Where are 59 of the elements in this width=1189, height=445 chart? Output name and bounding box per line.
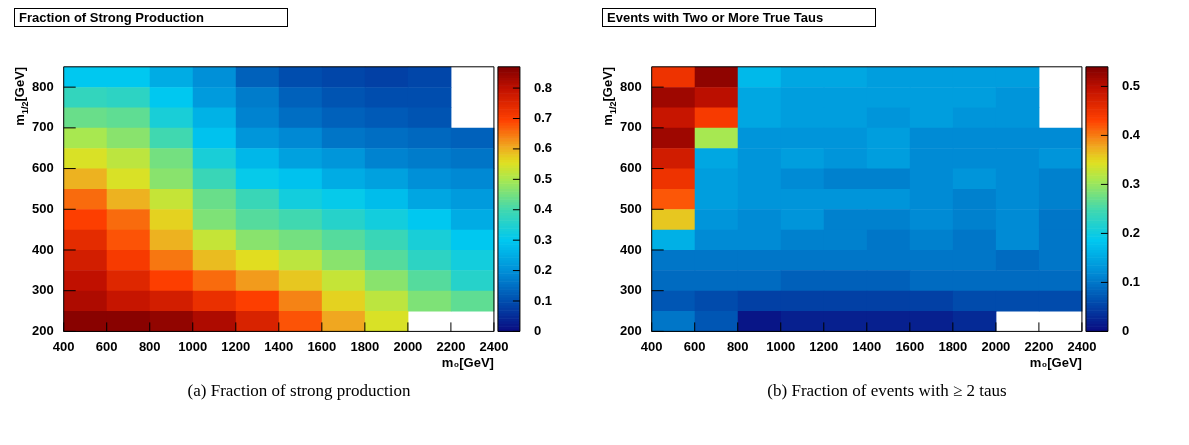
- y-tick-label: 500: [619, 200, 642, 216]
- x-tick-label: 2000: [981, 338, 1011, 354]
- x-tick-label: 2400: [1067, 338, 1097, 354]
- y-tick-label: 200: [619, 322, 642, 338]
- color-bar-label: 0.1: [1121, 273, 1141, 289]
- x-tick-label: 1000: [178, 338, 208, 354]
- color-bar-label: 0.7: [533, 110, 553, 126]
- chart-title: Fraction of Strong Production: [14, 8, 288, 27]
- color-bar-label: 0.5: [533, 170, 553, 186]
- y-tick-label: 300: [619, 282, 642, 298]
- x-axis-title: m₀[GeV]: [441, 355, 494, 371]
- y-tick-label: 200: [31, 322, 54, 338]
- y-tick-label: 800: [619, 78, 642, 94]
- color-bar-label: 0.4: [1121, 126, 1141, 142]
- y-axis-title: m1/2[GeV]: [12, 66, 30, 126]
- color-bar-label: 0.3: [1121, 175, 1141, 191]
- x-tick-label: 1600: [307, 338, 337, 354]
- color-bar-label: 0.3: [533, 231, 553, 247]
- color-bar-label: 0.2: [533, 262, 553, 278]
- x-tick-label: 1200: [221, 338, 251, 354]
- text: (b) Fraction of events with ≥ 2 taus: [766, 381, 1008, 401]
- y-axis-title: m1/2[GeV]: [600, 66, 618, 126]
- x-tick-label: 600: [683, 338, 706, 354]
- y-tick-label: 600: [31, 160, 54, 176]
- x-tick-label: 2000: [393, 338, 423, 354]
- x-tick-label: 1400: [264, 338, 294, 354]
- color-bar-label: 0.2: [1121, 224, 1141, 240]
- color-bar-label: 0.8: [533, 79, 553, 95]
- x-tick-label: 1800: [350, 338, 380, 354]
- x-axis-title: m₀[GeV]: [1029, 355, 1082, 371]
- x-tick-label: 600: [95, 338, 118, 354]
- x-tick-label: 800: [726, 338, 749, 354]
- y-tick-label: 700: [31, 119, 54, 135]
- x-tick-label: 2200: [436, 338, 466, 354]
- x-tick-label: 1400: [852, 338, 882, 354]
- y-tick-label: 300: [31, 282, 54, 298]
- x-tick-label: 800: [138, 338, 161, 354]
- y-tick-label: 700: [619, 119, 642, 135]
- color-bar-label: 0.1: [533, 292, 553, 308]
- x-tick-label: 1600: [895, 338, 925, 354]
- color-bar-label: 0.5: [1121, 77, 1141, 93]
- color-bar-label: 0: [533, 322, 542, 338]
- y-tick-label: 600: [619, 160, 642, 176]
- y-tick-label: 400: [31, 241, 54, 257]
- y-tick-label: 800: [31, 78, 54, 94]
- text: (a) Fraction of strong production: [186, 381, 412, 401]
- y-tick-label: 400: [619, 241, 642, 257]
- x-tick-label: 400: [52, 338, 75, 354]
- x-tick-label: 1000: [766, 338, 796, 354]
- color-bar-label: 0: [1121, 322, 1130, 338]
- x-tick-label: 2400: [479, 338, 509, 354]
- chart-title: Events with Two or More True Taus: [602, 8, 876, 27]
- x-tick-label: 2200: [1024, 338, 1054, 354]
- y-tick-label: 500: [31, 200, 54, 216]
- color-bar-label: 0.6: [533, 140, 553, 156]
- color-bar-label: 0.4: [533, 201, 553, 217]
- x-tick-label: 400: [640, 338, 663, 354]
- x-tick-label: 1200: [809, 338, 839, 354]
- x-tick-label: 1800: [938, 338, 968, 354]
